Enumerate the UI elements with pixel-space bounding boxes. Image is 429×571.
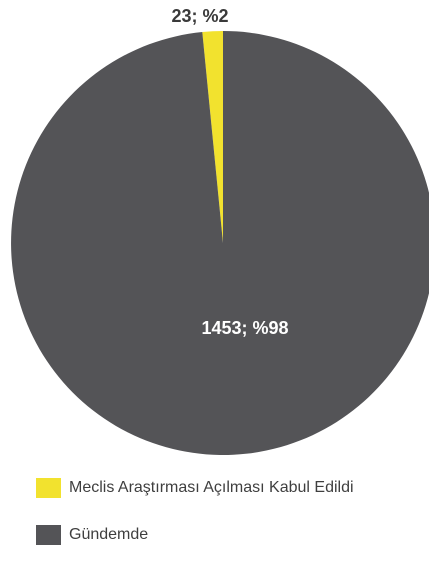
legend-swatch-meclis-arastirmasi: [36, 478, 61, 498]
pie-slice-gundemde: [11, 31, 429, 455]
legend-item-meclis-arastirmasi: Meclis Araştırması Açılması Kabul Edildi: [36, 477, 354, 499]
slice-label-gundemde: 1453; %98: [201, 318, 288, 338]
pie-chart: 23; %2 1453; %98: [11, 6, 429, 455]
pie-slice-meclis-arastirmasi: [202, 31, 223, 243]
legend-label-gundemde: Gündemde: [69, 526, 149, 543]
legend: Meclis Araştırması Açılması Kabul Edildi…: [36, 477, 354, 571]
legend-swatch-gundemde: [36, 525, 61, 545]
legend-item-gundemde: Gündemde: [36, 524, 354, 546]
legend-label-meclis-arastirmasi: Meclis Araştırması Açılması Kabul Edildi: [69, 479, 354, 496]
slice-label-meclis-arastirmasi: 23; %2: [171, 6, 228, 26]
